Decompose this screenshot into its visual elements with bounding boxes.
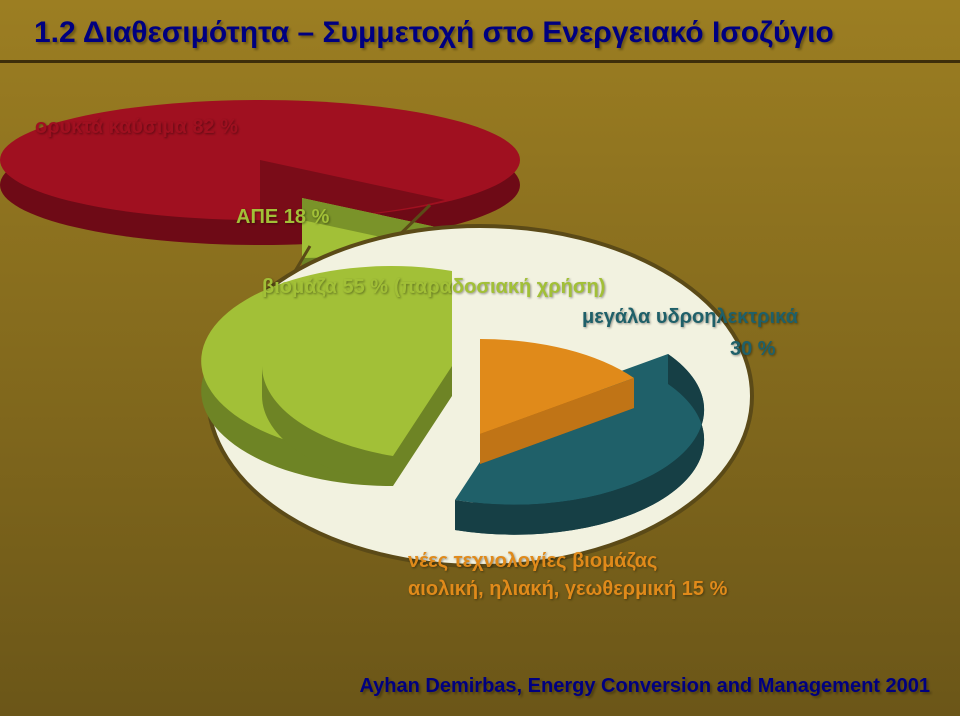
citation: Ayhan Demirbas, Energy Conversion and Ma… xyxy=(359,675,930,698)
label-hydro-line1: μεγάλα υδροηλεκτρικά xyxy=(582,306,798,329)
label-tech-line1: νέες τεχνολογίες βιομάζας xyxy=(408,550,657,573)
charts-svg xyxy=(0,0,960,716)
label-hydro-line2: 30 % xyxy=(730,338,776,361)
label-res: ΑΠΕ 18 % xyxy=(236,206,329,229)
label-tech-line2: αιολική, ηλιακή, γεωθερμική 15 % xyxy=(408,578,727,601)
label-fossil: ορυκτά καύσιμα 82 % xyxy=(35,116,238,139)
label-biomass: βιομάζα 55 % (παραδοσιακή χρήση) xyxy=(262,276,605,299)
